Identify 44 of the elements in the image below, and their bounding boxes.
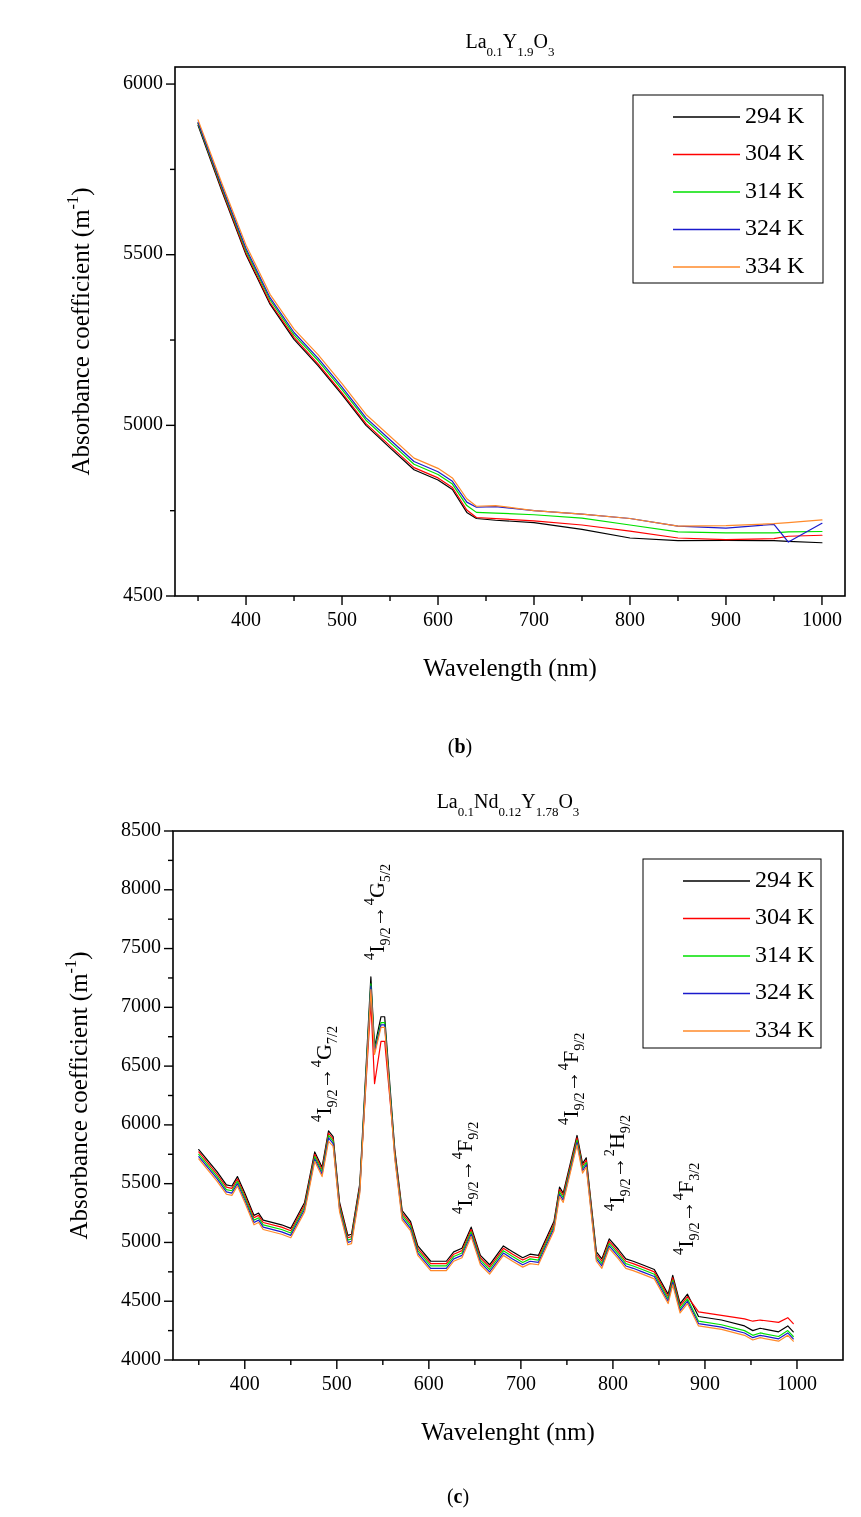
- y-tick-label: 8500: [121, 817, 161, 840]
- x-tick-label: 500: [327, 608, 358, 630]
- legend-label: 324 K: [745, 214, 805, 241]
- x-tick-label: 500: [321, 1372, 352, 1394]
- x-tick-label: 900: [689, 1372, 720, 1394]
- y-tick-label: 7000: [121, 993, 161, 1016]
- legend-label: 314 K: [755, 940, 815, 967]
- x-tick-label: 700: [519, 608, 549, 630]
- legend-label: 324 K: [755, 978, 815, 1005]
- legend-label: 314 K: [745, 176, 805, 203]
- legend-label: 334 K: [755, 1015, 815, 1042]
- y-tick-label: 5000: [121, 1229, 161, 1252]
- x-tick-label: 700: [505, 1372, 536, 1394]
- y-tick-label: 4500: [123, 582, 163, 605]
- chart-title: La$_{0.1}$Y$_{1.9}$O$_{3}$: [465, 30, 555, 59]
- text: (c): [446, 1485, 470, 1508]
- x-axis-title: Wavelength (nm): [423, 654, 597, 682]
- x-axis-title: Wavelenght (nm): [421, 1418, 595, 1446]
- y-tick-label: 5500: [123, 241, 163, 264]
- x-tick-label: 600: [423, 608, 454, 630]
- x-tick-label: 800: [614, 608, 645, 630]
- x-tick-label: 600: [413, 1372, 444, 1394]
- legend-label: 294 K: [745, 101, 805, 128]
- y-tick-label: 6000: [123, 70, 163, 93]
- y-tick-label: 5000: [123, 411, 163, 434]
- y-tick-label: 7500: [121, 935, 161, 958]
- x-tick-label: 800: [597, 1372, 628, 1394]
- legend-label: 304 K: [755, 903, 815, 930]
- legend-label: 304 K: [745, 139, 805, 166]
- y-tick-label: 5500: [121, 1170, 161, 1193]
- y-tick-label: 4000: [121, 1346, 161, 1369]
- x-tick-label: 400: [231, 608, 262, 630]
- chart-title: La$_{0.1}$Nd$_{0.12}$Y$_{1.78}$O$_{3}$: [436, 790, 580, 819]
- legend-label: 334 K: [745, 251, 805, 278]
- legend-label: 294 K: [755, 865, 815, 892]
- y-tick-label: 4500: [121, 1287, 161, 1310]
- y-tick-label: 6500: [121, 1052, 161, 1075]
- y-tick-label: 8000: [121, 876, 161, 899]
- x-tick-label: 900: [710, 608, 741, 630]
- x-tick-label: 400: [229, 1372, 260, 1394]
- y-tick-label: 6000: [121, 1111, 161, 1134]
- x-tick-label: 1000: [776, 1372, 817, 1394]
- text: (b): [447, 735, 473, 758]
- x-tick-label: 1000: [801, 608, 842, 630]
